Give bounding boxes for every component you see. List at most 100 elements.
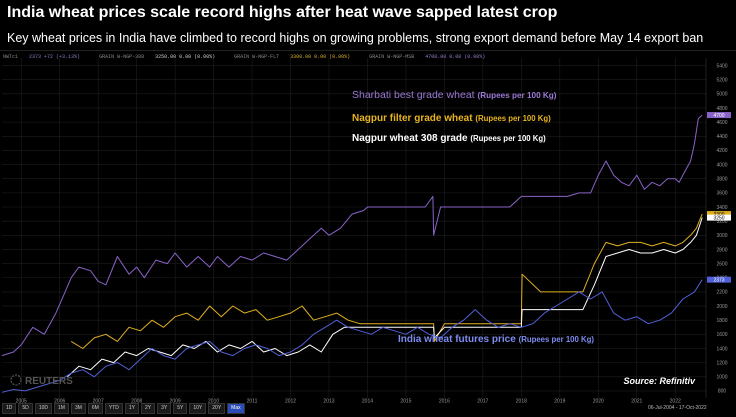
range-toolbar: 1D 5D 10D 1M 3M 6M YTD 1Y 2Y 3Y 5Y 10Y 20Y Max [2, 403, 245, 414]
x-tick-label: 2014 [362, 399, 373, 405]
y-tick-label: 4800 [716, 106, 727, 112]
x-tick-label: 2021 [631, 399, 642, 405]
x-tick-label: 2017 [477, 399, 488, 405]
series-label-name: Nagpur wheat 308 grade [352, 133, 470, 144]
series-label-unit: (Rupees per 100 Kg) [470, 134, 546, 143]
legend-name: GRAIN W-NGP-FLT [234, 54, 280, 60]
x-tick-label: 2008 [131, 399, 142, 405]
legend-name: GRAIN W-NGP-308 [99, 54, 145, 60]
axis-value-badge [707, 211, 731, 218]
range-button-max[interactable]: Max [227, 403, 245, 414]
range-button-2y[interactable]: 2Y [140, 403, 156, 414]
series-label: Nagpur wheat 308 grade (Rupees per 100 K… [352, 133, 546, 144]
series-line [1, 114, 703, 357]
y-tick-label: 5400 [716, 63, 727, 69]
y-tick-label: 1400 [716, 346, 727, 352]
legend-value: 2373 +72 (+3.13%) [29, 54, 81, 60]
legend-name: NWTc1 [3, 54, 19, 60]
range-button-6m[interactable]: 6M [87, 403, 103, 414]
y-tick-label: 1000 [716, 375, 727, 381]
watermark: REUTERS [25, 376, 73, 387]
legend-item: GRAIN W-NGP-308 3250.00 0.00 (0.00%) [99, 54, 223, 60]
range-button-3m[interactable]: 3M [70, 403, 86, 414]
y-tick-label: 1800 [716, 318, 727, 324]
chart-subtitle: Key wheat prices in India have climbed t… [7, 31, 704, 45]
legend-name: GRAIN W-NGP-MSB [369, 54, 415, 60]
range-button-10d[interactable]: 10D [34, 403, 52, 414]
series-label-unit: (Rupees per 100 Kg) [519, 335, 595, 344]
series-line [67, 217, 703, 378]
series-label-unit: (Rupees per 100 Kg) [475, 114, 551, 123]
axis-value-badge [707, 276, 731, 283]
y-tick-label: 3400 [716, 205, 727, 211]
range-button-1d[interactable]: 1D [2, 403, 17, 414]
y-tick-label: 4400 [716, 134, 727, 140]
y-tick-label: 3200 [716, 219, 727, 225]
y-tick-label: 1200 [716, 360, 727, 366]
series-label-name: Nagpur filter grade wheat [352, 113, 475, 124]
legend-value: 4700.00 0.00 (0.00%) [425, 54, 486, 60]
y-tick-label: 2600 [716, 261, 727, 267]
x-tick-label: 2010 [208, 399, 219, 405]
y-tick-label: 3000 [716, 233, 727, 239]
range-button-20y[interactable]: 20Y [208, 403, 226, 414]
y-tick-label: 4000 [716, 162, 727, 168]
x-tick-label: 2022 [670, 399, 681, 405]
y-tick-label: 2800 [716, 247, 727, 253]
axis-value-label: 2373 [713, 277, 724, 283]
y-tick-label: 5200 [716, 77, 727, 83]
x-tick-label: 2020 [593, 399, 604, 405]
reuters-logo-icon [10, 374, 22, 386]
y-tick-label: 4600 [716, 120, 727, 126]
x-tick-label: 2007 [93, 399, 104, 405]
range-button-1y[interactable]: 1Y [124, 403, 139, 414]
series-label-name: Sharbati best grade wheat [352, 89, 478, 101]
y-tick-label: 800 [718, 389, 727, 395]
series-line [1, 279, 703, 393]
x-tick-label: 2009 [170, 399, 181, 405]
y-tick-label: 3800 [716, 177, 727, 183]
axis-value-badge [707, 214, 731, 221]
series-label: India wheat futures price (Rupees per 10… [398, 334, 594, 345]
series-label-name: India wheat futures price [398, 334, 519, 345]
range-button-5y[interactable]: 5Y [173, 403, 188, 414]
chart-panel [0, 50, 736, 417]
series-label: Sharbati best grade wheat (Rupees per 10… [352, 89, 557, 101]
legend-value: 3300.00 0.00 (0.00%) [290, 54, 351, 60]
y-tick-label: 5000 [716, 92, 727, 98]
axis-value-label: 4700 [713, 113, 724, 119]
series-line [70, 213, 703, 349]
y-tick-label: 2200 [716, 290, 727, 296]
x-tick-label: 2013 [323, 399, 334, 405]
source-note: Source: Refinitiv [623, 376, 696, 386]
range-button-10y[interactable]: 10Y [189, 403, 207, 414]
range-button-5d[interactable]: 5D [18, 403, 33, 414]
date-range: 06-Jul-2004 - 17-Oct-2022 [648, 405, 707, 411]
legend-item: GRAIN W-NGP-FLT 3300.00 0.00 (0.00%) [234, 54, 358, 60]
y-tick-label: 2000 [716, 304, 727, 310]
y-tick-label: 4200 [716, 148, 727, 154]
x-tick-label: 2019 [554, 399, 565, 405]
series-label: Nagpur filter grade wheat (Rupees per 10… [352, 113, 551, 124]
range-button-3y[interactable]: 3Y [157, 403, 172, 414]
range-button-ytd[interactable]: YTD [104, 403, 123, 414]
legend-item: GRAIN W-NGP-MSB 4700.00 0.00 (0.00%) [369, 54, 493, 60]
legend-value: 3250.00 0.00 (0.00%) [155, 54, 216, 60]
x-tick-label: 2015 [400, 399, 411, 405]
x-tick-label: 2005 [16, 399, 27, 405]
x-tick-label: 2018 [516, 399, 527, 405]
legend-item: NWTc1 2373 +72 (+3.13%) [3, 54, 88, 60]
x-tick-label: 2006 [54, 399, 65, 405]
range-button-1m[interactable]: 1M [54, 403, 69, 414]
x-tick-label: 2011 [247, 399, 258, 405]
y-tick-label: 1600 [716, 332, 727, 338]
legend-strip: NWTc1 2373 +72 (+3.13%) GRAIN W-NGP-308 … [3, 54, 501, 60]
axis-value-badge [707, 112, 731, 119]
axis-value-label: 3250 [713, 215, 724, 221]
x-tick-label: 2012 [285, 399, 296, 405]
y-tick-label: 3600 [716, 191, 727, 197]
series-label-unit: (Rupees per 100 Kg) [478, 91, 557, 100]
x-tick-label: 2016 [439, 399, 450, 405]
chart-title: India wheat prices scale record highs af… [7, 4, 558, 21]
